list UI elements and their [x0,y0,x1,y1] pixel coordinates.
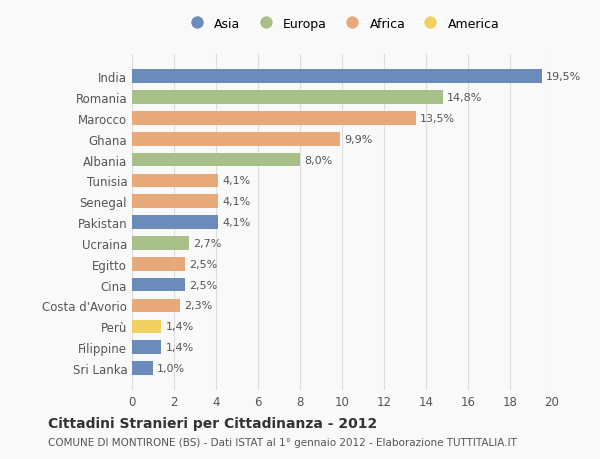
Legend: Asia, Europa, Africa, America: Asia, Europa, Africa, America [184,18,500,31]
Bar [132,320,161,333]
Bar [132,299,181,313]
Bar [132,216,218,230]
Text: 14,8%: 14,8% [447,93,482,103]
Bar [132,174,218,188]
Text: 13,5%: 13,5% [420,114,455,123]
Text: 8,0%: 8,0% [304,155,332,165]
Text: COMUNE DI MONTIRONE (BS) - Dati ISTAT al 1° gennaio 2012 - Elaborazione TUTTITAL: COMUNE DI MONTIRONE (BS) - Dati ISTAT al… [48,437,517,447]
Text: Cittadini Stranieri per Cittadinanza - 2012: Cittadini Stranieri per Cittadinanza - 2… [48,416,377,430]
Text: 4,1%: 4,1% [223,197,251,207]
Text: 1,4%: 1,4% [166,322,194,331]
Text: 2,5%: 2,5% [188,259,217,269]
Text: 9,9%: 9,9% [344,134,373,145]
Bar [132,257,185,271]
Text: 2,3%: 2,3% [185,301,213,311]
Text: 1,0%: 1,0% [157,363,185,373]
Bar [132,91,443,105]
Text: 4,1%: 4,1% [223,176,251,186]
Bar [132,70,542,84]
Text: 1,4%: 1,4% [166,342,194,353]
Text: 2,5%: 2,5% [188,280,217,290]
Bar [132,237,188,250]
Text: 4,1%: 4,1% [223,218,251,228]
Text: 19,5%: 19,5% [546,72,581,82]
Bar [132,112,415,125]
Bar [132,153,300,167]
Bar [132,195,218,208]
Bar [132,341,161,354]
Bar [132,278,185,292]
Bar [132,361,153,375]
Bar [132,133,340,146]
Text: 2,7%: 2,7% [193,238,221,248]
